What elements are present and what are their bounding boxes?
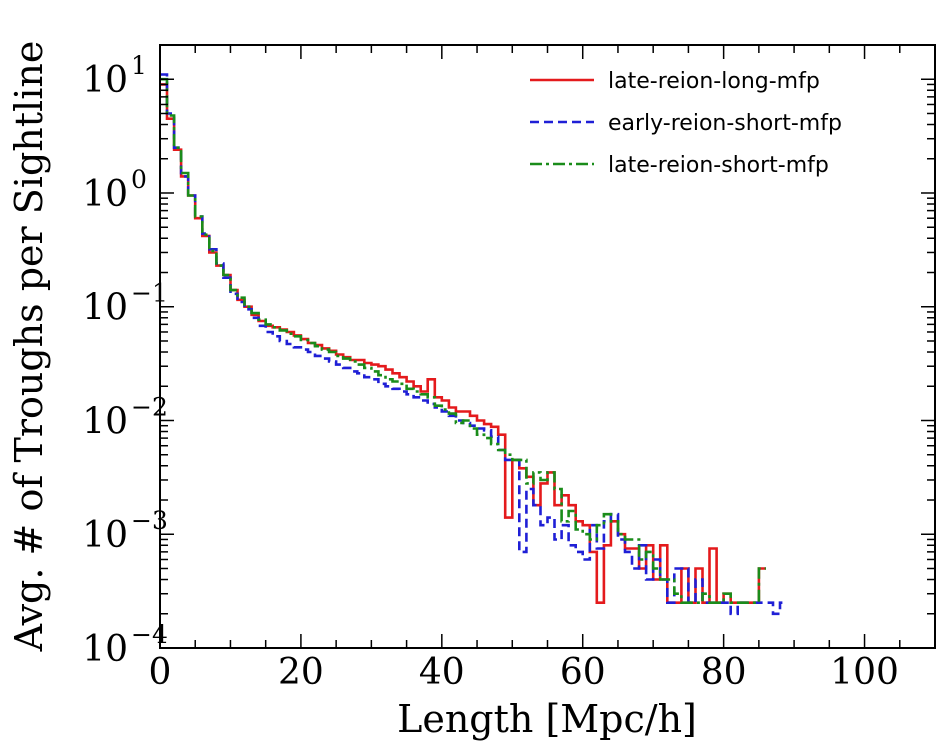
legend-label-late-reion-short-mfp: late-reion-short-mfp bbox=[608, 153, 829, 178]
x-tick-label: 40 bbox=[419, 652, 465, 693]
series-line-late-reion-short-mfp bbox=[160, 77, 766, 604]
x-tick-label: 100 bbox=[830, 652, 899, 693]
y-tick-label-exponent: 1 bbox=[131, 51, 147, 80]
y-tick-label: 10 −4 bbox=[82, 620, 168, 670]
series-line-early-reion-short-mfp bbox=[160, 73, 787, 616]
legend: late-reion-long-mfp early-reion-short-mfp… bbox=[530, 69, 842, 178]
y-axis-label: Avg. # of Troughs per Sightline bbox=[7, 41, 51, 653]
x-axis-label: Length [Mpc/h] bbox=[397, 697, 697, 741]
y-tick-label: 10 0 bbox=[82, 165, 147, 215]
x-tick-label: 20 bbox=[278, 652, 324, 693]
y-tick-label-base: 10 bbox=[82, 401, 128, 442]
y-tick-label-base: 10 bbox=[82, 174, 128, 215]
y-tick-label: 10 −1 bbox=[82, 279, 168, 329]
x-tick-label: 60 bbox=[560, 652, 606, 693]
y-tick-label-exponent: −3 bbox=[131, 506, 168, 535]
y-tick-label-exponent: 0 bbox=[131, 165, 147, 194]
y-tick-label: 10 −3 bbox=[82, 506, 168, 556]
y-tick-label-exponent: −4 bbox=[131, 620, 168, 649]
y-tick-label-base: 10 bbox=[82, 515, 128, 556]
y-tick-label-base: 10 bbox=[82, 60, 128, 101]
axis-ticks bbox=[159, 44, 936, 649]
y-tick-label: 10 1 bbox=[82, 51, 147, 101]
series-layer bbox=[160, 73, 787, 616]
x-tick-labels: 0 20 40 60 80 100 bbox=[149, 652, 899, 693]
x-tick-label: 0 bbox=[149, 652, 172, 693]
x-tick-label: 80 bbox=[701, 652, 747, 693]
legend-label-late-reion-long-mfp: late-reion-long-mfp bbox=[608, 69, 820, 94]
legend-label-early-reion-short-mfp: early-reion-short-mfp bbox=[608, 111, 842, 136]
y-tick-label-exponent: −1 bbox=[131, 279, 168, 308]
y-tick-label: 10 −2 bbox=[82, 392, 168, 442]
y-tick-label-base: 10 bbox=[82, 629, 128, 670]
y-tick-label-base: 10 bbox=[82, 288, 128, 329]
y-tick-label-exponent: −2 bbox=[131, 392, 168, 421]
